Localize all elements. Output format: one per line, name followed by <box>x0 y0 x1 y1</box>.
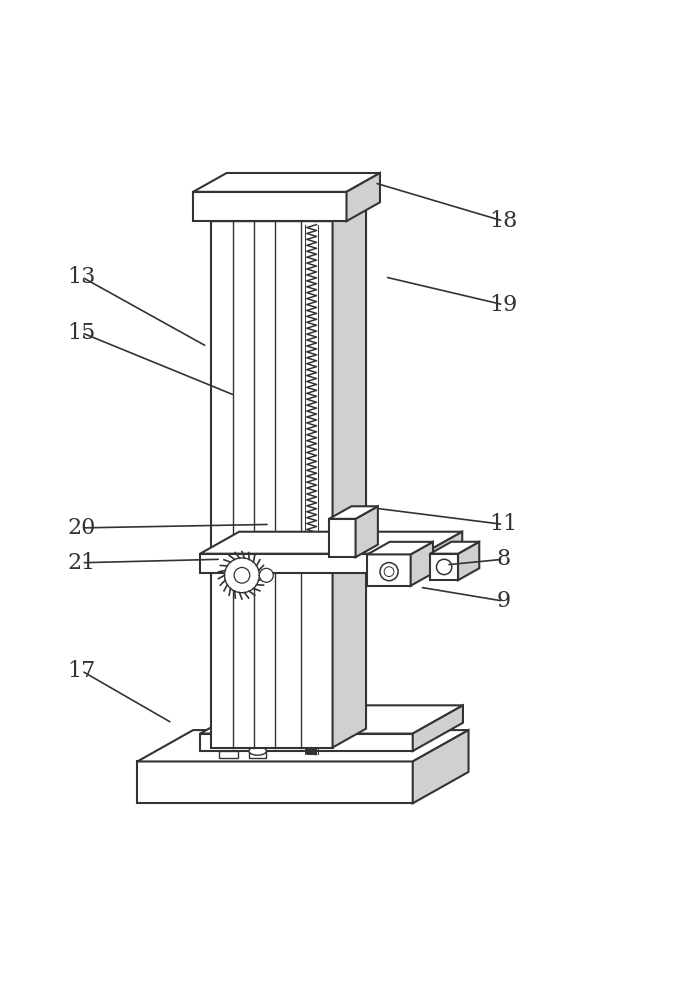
Polygon shape <box>200 734 413 751</box>
Text: 19: 19 <box>489 294 517 316</box>
Polygon shape <box>200 532 462 554</box>
Polygon shape <box>211 221 332 748</box>
Text: 18: 18 <box>489 210 517 232</box>
Polygon shape <box>211 202 366 221</box>
Text: 21: 21 <box>67 552 96 574</box>
Polygon shape <box>137 761 413 803</box>
Polygon shape <box>356 506 378 557</box>
Polygon shape <box>137 730 468 761</box>
Circle shape <box>234 567 250 583</box>
Circle shape <box>260 568 273 582</box>
Circle shape <box>437 559 452 575</box>
Polygon shape <box>329 519 356 557</box>
Polygon shape <box>332 202 366 748</box>
Circle shape <box>225 558 260 593</box>
Text: 13: 13 <box>67 266 96 288</box>
Polygon shape <box>200 705 463 734</box>
Polygon shape <box>368 554 411 586</box>
Polygon shape <box>193 173 380 192</box>
Polygon shape <box>413 730 468 803</box>
Polygon shape <box>346 173 380 221</box>
Polygon shape <box>249 751 266 758</box>
Polygon shape <box>411 542 433 586</box>
Polygon shape <box>193 192 346 221</box>
Text: 15: 15 <box>67 322 96 344</box>
Text: 17: 17 <box>67 660 96 682</box>
Polygon shape <box>219 751 239 758</box>
Polygon shape <box>200 554 424 573</box>
Circle shape <box>380 563 398 581</box>
Polygon shape <box>413 705 463 751</box>
Polygon shape <box>424 532 462 573</box>
Text: 20: 20 <box>67 517 96 539</box>
Polygon shape <box>430 542 480 554</box>
Polygon shape <box>368 542 433 554</box>
Circle shape <box>384 567 394 577</box>
Text: 8: 8 <box>496 548 510 570</box>
Text: 11: 11 <box>489 513 517 535</box>
Polygon shape <box>329 506 378 519</box>
Ellipse shape <box>249 747 266 755</box>
Polygon shape <box>458 542 480 580</box>
Polygon shape <box>430 554 458 580</box>
Text: 9: 9 <box>496 590 510 612</box>
